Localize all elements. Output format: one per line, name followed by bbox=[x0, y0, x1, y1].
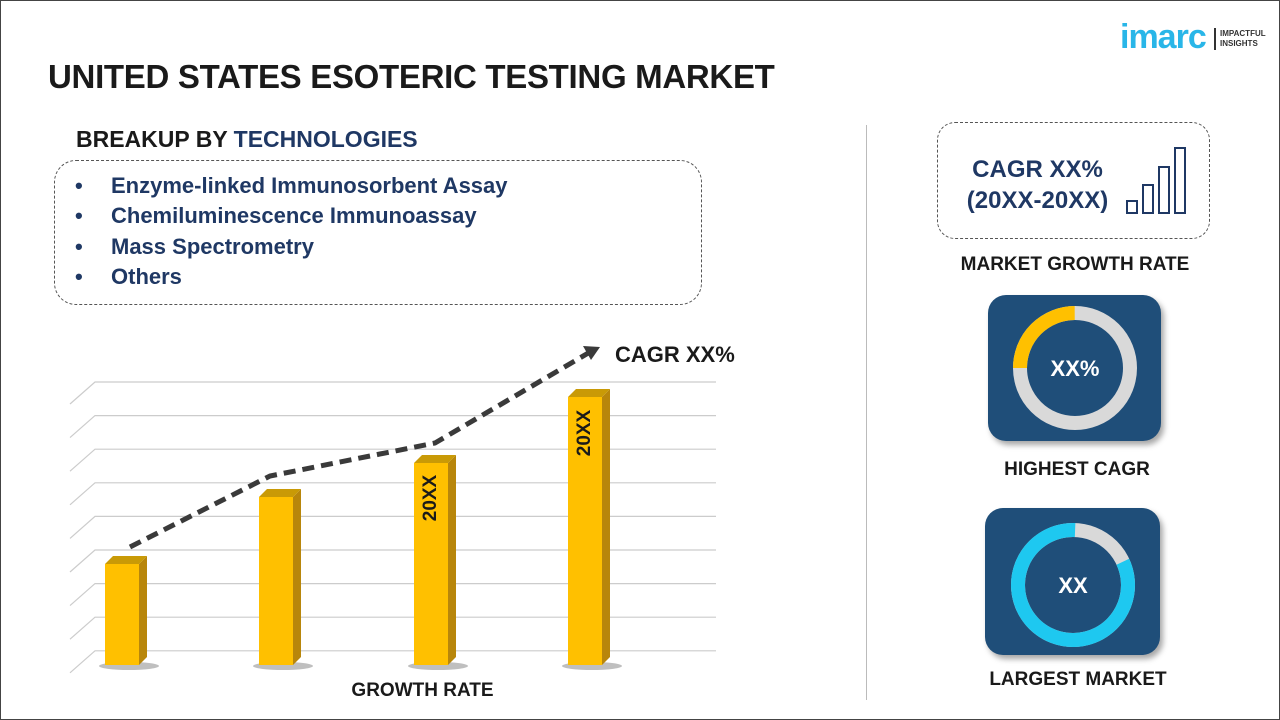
gridline bbox=[69, 582, 716, 607]
bar-side bbox=[448, 455, 456, 665]
bar bbox=[414, 463, 448, 665]
trend-arrow-icon bbox=[583, 346, 600, 360]
bar-side bbox=[293, 489, 301, 665]
bar-side bbox=[602, 389, 610, 665]
bar-label: 20XX bbox=[574, 409, 595, 457]
x-axis-label: GROWTH RATE bbox=[351, 680, 494, 701]
breakup-heading: BREAKUP BY TECHNOLOGIES bbox=[76, 126, 418, 152]
bar-top bbox=[259, 489, 301, 497]
bar bbox=[105, 564, 139, 665]
imarc-logo: imarc IMPACTFUL INSIGHTS bbox=[1120, 18, 1266, 56]
bar-top bbox=[568, 389, 610, 397]
gridline bbox=[69, 448, 716, 472]
bar-top bbox=[105, 556, 147, 564]
gridline bbox=[69, 482, 716, 506]
largest-market-value: XX bbox=[1058, 573, 1088, 598]
technologies-list: • Enzyme-linked Immunosorbent Assay • Chem… bbox=[54, 160, 702, 305]
list-item: • Others bbox=[75, 264, 182, 289]
largest-market-donut bbox=[1011, 523, 1135, 647]
trend-line bbox=[128, 349, 592, 550]
bar-label: 20XX bbox=[420, 474, 441, 522]
cagr-box bbox=[937, 122, 1210, 239]
list-item: • Mass Spectrometry bbox=[75, 234, 314, 259]
bar bbox=[568, 397, 602, 665]
highest-cagr-caption: HIGHEST CAGR bbox=[1004, 459, 1150, 480]
list-item: • Enzyme-linked Immunosorbent Assay bbox=[75, 173, 508, 198]
gridline bbox=[69, 381, 716, 405]
bar-side bbox=[139, 556, 147, 665]
gridline bbox=[69, 650, 716, 674]
gridline bbox=[69, 515, 716, 539]
gridline bbox=[69, 549, 716, 573]
page-title: UNITED STATES ESOTERIC TESTING MARKET bbox=[48, 58, 775, 95]
cagr-text: CAGR XX% (20XX-20XX) bbox=[966, 156, 1109, 214]
highest-cagr-donut bbox=[1013, 306, 1137, 430]
bar bbox=[259, 497, 293, 665]
bar-top bbox=[414, 455, 456, 463]
gridlines bbox=[69, 381, 716, 674]
list-item: • Chemiluminescence Immunoassay bbox=[75, 203, 477, 228]
market-growth-caption: MARKET GROWTH RATE bbox=[960, 254, 1190, 275]
largest-market-caption: LARGEST MARKET bbox=[989, 669, 1167, 690]
bars bbox=[99, 389, 622, 670]
bar-chart-icon bbox=[1126, 147, 1186, 214]
gridline bbox=[69, 616, 716, 640]
growth-chart bbox=[69, 346, 716, 674]
trend-label: CAGR XX% bbox=[615, 342, 735, 367]
divider bbox=[866, 125, 867, 700]
gridline bbox=[69, 415, 716, 439]
highest-cagr-value: XX% bbox=[1050, 356, 1100, 381]
